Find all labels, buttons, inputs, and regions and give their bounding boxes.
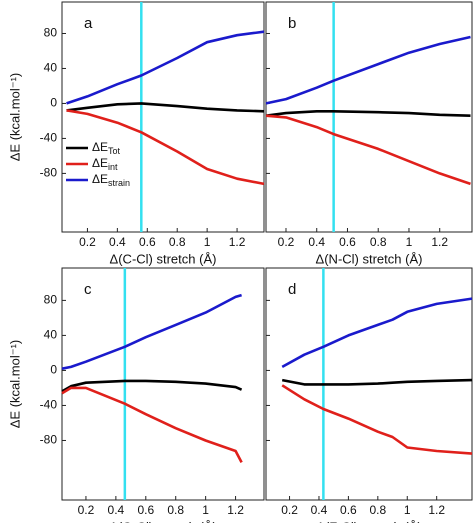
x-tick-label: 0.2 xyxy=(278,235,295,249)
y-tick-label: 40 xyxy=(44,61,58,75)
legend-subscript: Tot xyxy=(108,146,121,156)
legend-subscript: strain xyxy=(108,178,130,188)
x-tick-label: 0.2 xyxy=(79,235,96,249)
y-tick-label: -80 xyxy=(40,166,58,180)
series-line xyxy=(66,30,265,105)
x-tick-label: 0.2 xyxy=(281,503,298,517)
x-tick-label: 1.2 xyxy=(227,503,244,517)
panel-label: c xyxy=(84,281,92,298)
x-tick-label: 1 xyxy=(202,503,209,517)
y-tick-label: 0 xyxy=(50,96,57,110)
x-tick-label: 1 xyxy=(404,503,411,517)
panel-label: a xyxy=(84,15,93,32)
panel-label: b xyxy=(288,15,296,32)
series-line xyxy=(61,379,243,393)
x-axis-label: Δ(N-Cl) stretch (Å) xyxy=(316,251,423,266)
legend-label: ΔETot xyxy=(92,140,121,156)
series-line xyxy=(265,114,471,186)
y-tick-label: 80 xyxy=(44,26,58,40)
legend-label: ΔEint xyxy=(92,156,118,172)
legend-name: ΔE xyxy=(92,172,108,186)
x-tick-label: 1 xyxy=(406,235,413,249)
legend-label: ΔEstrain xyxy=(92,172,130,188)
legend-name: ΔE xyxy=(92,140,108,154)
y-tick-label: -40 xyxy=(40,398,58,412)
x-tick-label: 0.8 xyxy=(369,503,386,517)
x-tick-label: 0.4 xyxy=(308,235,325,249)
series-line xyxy=(61,386,243,464)
y-axis-label: ΔE (kcal.mol⁻¹) xyxy=(7,340,22,429)
series-line xyxy=(281,384,473,455)
x-tick-label: 1.2 xyxy=(229,235,246,249)
x-tick-label: 1.2 xyxy=(428,503,445,517)
plot-frame xyxy=(265,1,473,233)
series-line xyxy=(265,110,471,117)
series-line xyxy=(281,378,473,386)
x-axis-label: Δ(F-Cl) stretch (Å) xyxy=(316,519,421,523)
series-line xyxy=(66,102,265,113)
legend-subscript: int xyxy=(108,162,118,172)
y-tick-label: 0 xyxy=(50,363,57,377)
x-tick-label: 0.8 xyxy=(370,235,387,249)
panel-label: d xyxy=(288,281,296,298)
legend-name: ΔE xyxy=(92,156,108,170)
y-tick-label: -40 xyxy=(40,131,58,145)
series-line xyxy=(281,297,473,369)
y-tick-label: 80 xyxy=(44,293,58,307)
x-tick-label: 0.6 xyxy=(340,503,357,517)
x-tick-label: 0.6 xyxy=(137,503,154,517)
x-axis-label: Δ(C-Cl) stretch (Å) xyxy=(110,251,217,266)
x-tick-label: 0.8 xyxy=(167,503,184,517)
x-tick-label: 0.8 xyxy=(169,235,186,249)
x-tick-label: 1 xyxy=(204,235,211,249)
x-tick-label: 0.6 xyxy=(139,235,156,249)
series-line xyxy=(265,35,471,105)
series-line xyxy=(66,109,265,186)
x-tick-label: 0.4 xyxy=(108,503,125,517)
x-tick-label: 0.2 xyxy=(78,503,95,517)
plot-frame xyxy=(61,267,265,501)
x-tick-label: 0.6 xyxy=(339,235,356,249)
x-tick-label: 1.2 xyxy=(431,235,448,249)
series-line xyxy=(61,293,242,370)
x-tick-label: 0.4 xyxy=(311,503,328,517)
y-axis-label: ΔE (kcal.mol⁻¹) xyxy=(7,73,22,162)
y-tick-label: 40 xyxy=(44,328,58,342)
y-tick-label: -80 xyxy=(40,433,58,447)
plot-frame xyxy=(265,267,473,501)
plot-frame xyxy=(61,1,265,233)
x-tick-label: 0.4 xyxy=(109,235,126,249)
x-axis-label: Δ(O-Cl) stretch (Å) xyxy=(109,519,217,523)
